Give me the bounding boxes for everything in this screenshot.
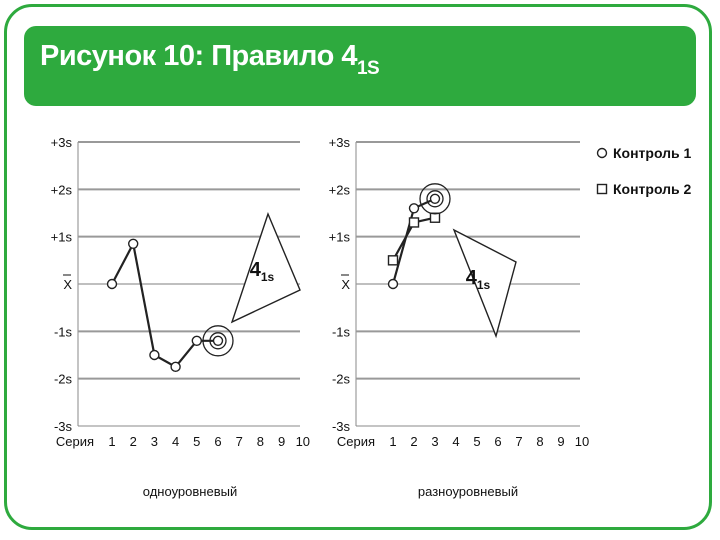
x-tick-label: 2 [130,434,137,449]
y-tick-label: +3s [51,135,73,150]
data-point-circle [212,335,224,346]
y-tick-label: -1s [54,324,73,339]
highlight-ring-outer [419,183,451,215]
data-point-circle [149,349,160,361]
data-point-circle [191,335,203,346]
y-tick-label: +2s [329,182,351,197]
y-tick-label: +1s [329,230,351,245]
y-tick-label: X [63,277,72,292]
data-point-square [387,255,399,266]
legend-marker-circle [596,147,608,159]
rule-callout-subscript: 1s [261,270,275,284]
x-tick-label: 3 [431,434,438,449]
highlight-ring-outer [202,325,234,357]
data-point-circle [127,238,139,249]
x-tick-label: 10 [296,434,310,449]
x-tick-label: 5 [473,434,480,449]
data-point-circle [429,193,441,205]
highlight-ring-inner [209,332,227,350]
data-point-square [408,217,420,228]
highlight-ring-inner [426,190,444,208]
y-tick-label: -1s [332,324,351,339]
rule-callout-subscript: 1s [477,278,491,292]
x-tick-label: 3 [151,434,158,449]
x-tick-label: 1 [389,434,396,449]
x-tick-label: 2 [410,434,417,449]
title-subscript: 1S [356,58,380,79]
chart-caption: разноуровневый [418,484,518,499]
x-axis-label: Серия [337,434,375,449]
y-tick-label: +2s [51,182,73,197]
data-point-circle [408,203,420,214]
x-tick-label: 7 [236,434,243,449]
y-tick-label: -3s [332,419,351,434]
chart-caption: одноуровневый [143,484,237,499]
rule-callout [230,212,301,324]
x-tick-label: 9 [278,434,285,449]
x-tick-label: 8 [536,434,543,449]
y-tick-label: +1s [51,230,73,245]
data-point-square [429,212,441,223]
y-tick-label: -2s [332,372,351,387]
x-tick-label: 8 [257,434,264,449]
x-tick-label: 1 [108,434,115,449]
x-tick-label: 9 [557,434,564,449]
x-tick-label: 4 [172,434,179,449]
y-tick-label: -3s [54,419,73,434]
x-tick-label: 6 [494,434,501,449]
x-tick-label: 10 [575,434,589,449]
legend-marker-square [596,183,608,195]
rule-callout [452,228,517,339]
y-tick-label: +3s [329,135,351,150]
slide-title: Рисунок 10: Правило 41S [40,40,380,80]
x-tick-label: 5 [193,434,200,449]
data-point-circle [387,278,399,290]
legend-label: Контроль 2 [613,181,692,197]
legend: Контроль 1 Контроль 2 [596,145,692,197]
data-point-circle [106,278,118,290]
x-tick-label: 4 [452,434,459,449]
y-tick-label: -2s [54,372,73,387]
data-point-circle [170,361,181,373]
title-bar: Рисунок 10: Правило 41S [24,26,696,106]
y-tick-label: X [341,277,350,292]
title-main: Рисунок 10: Правило 4 [40,40,357,72]
series-line [111,240,218,369]
x-tick-label: 7 [515,434,522,449]
legend-label: Контроль 1 [613,145,692,161]
x-tick-label: 6 [214,434,221,449]
x-axis-label: Серия [56,434,94,449]
